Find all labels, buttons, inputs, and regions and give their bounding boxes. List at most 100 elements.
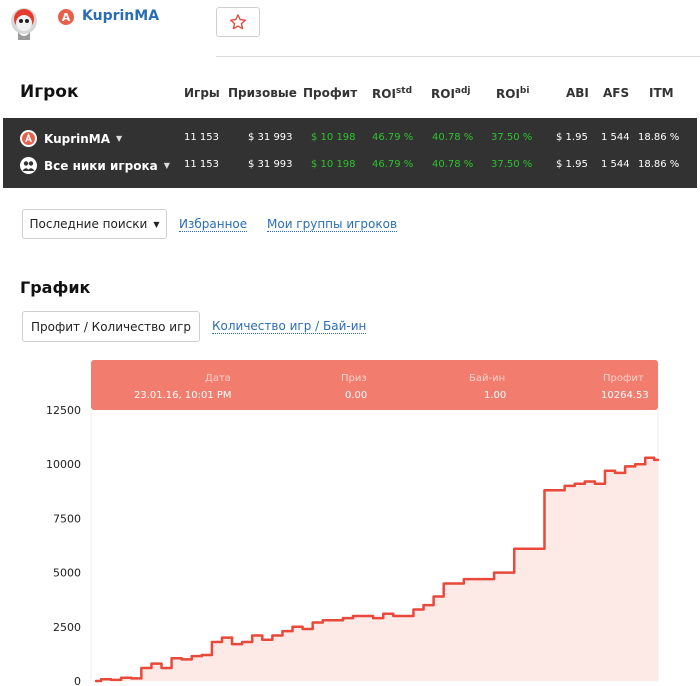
all-nicks-row-selector[interactable]: Все ники игрока ▼ [20, 157, 170, 174]
cell-itm: 18.86 % [638, 159, 680, 170]
data-point[interactable] [225, 636, 229, 639]
tooltip-buyin-label: Бай-ин [469, 373, 506, 384]
data-point[interactable] [417, 608, 420, 611]
data-point[interactable] [336, 619, 340, 622]
cell-games: 11 153 [184, 159, 219, 170]
data-point[interactable] [497, 571, 501, 574]
column-header-itm[interactable]: ITM [649, 86, 674, 100]
data-point[interactable] [245, 640, 249, 644]
data-point[interactable] [467, 577, 471, 581]
data-point[interactable] [558, 489, 561, 492]
column-header-roi-std[interactable]: ROIstd [372, 86, 413, 101]
data-point[interactable] [407, 614, 410, 618]
tooltip-date-label: Дата [205, 373, 231, 384]
data-point[interactable] [235, 642, 239, 646]
column-header-profit[interactable]: Профит [303, 86, 358, 100]
data-point[interactable] [286, 629, 289, 633]
recent-searches-dropdown[interactable]: Последние поиски ▼ [22, 209, 167, 239]
player-avatar-icon: A [58, 9, 74, 25]
data-point[interactable] [256, 634, 259, 637]
star-outline-icon [229, 14, 247, 30]
data-point[interactable] [387, 612, 390, 615]
column-header-afs[interactable]: AFS [603, 86, 630, 100]
cell-roi-std: 46.79 % [372, 159, 414, 170]
column-header-roi-bi[interactable]: ROIbi [496, 86, 530, 101]
data-point[interactable] [346, 616, 350, 620]
column-header-roi-adj[interactable]: ROIadj [431, 86, 471, 101]
player-row-selector[interactable]: KuprinMA ▼ [20, 130, 122, 147]
favorites-link[interactable]: Избранное [179, 217, 248, 232]
data-point[interactable] [266, 638, 269, 642]
data-point[interactable] [175, 657, 178, 660]
data-point[interactable] [538, 547, 541, 550]
tooltip-profit-value: 10264.53 [601, 390, 649, 401]
tooltip-buyin-value: 1.00 [484, 390, 507, 401]
my-groups-link[interactable]: Мои группы игроков [267, 217, 398, 232]
data-point[interactable] [528, 547, 531, 550]
favorite-button[interactable] [216, 7, 260, 37]
data-point[interactable] [185, 658, 188, 661]
data-point[interactable] [215, 640, 219, 644]
data-point[interactable] [397, 614, 400, 618]
data-point[interactable] [94, 679, 98, 683]
data-point[interactable] [628, 465, 632, 468]
caret-down-icon: ▼ [116, 134, 123, 143]
player-name-link[interactable]: KuprinMA [82, 8, 160, 24]
cell-roi-bi: 37.50 % [491, 159, 533, 170]
graph-title: График [20, 278, 91, 297]
cell-roi-adj: 40.78 % [432, 132, 474, 143]
data-point[interactable] [598, 482, 602, 485]
data-point[interactable] [447, 582, 450, 585]
cell-abi: $ 1.95 [556, 132, 588, 143]
data-point[interactable] [437, 595, 440, 598]
data-point[interactable] [548, 489, 551, 492]
data-point[interactable] [145, 666, 148, 670]
y-tick-label: 5000 [53, 567, 81, 580]
caret-down-icon: ▼ [153, 219, 160, 229]
tooltip-prize-label: Приз [341, 373, 367, 384]
data-point[interactable] [114, 678, 118, 682]
data-point[interactable] [578, 482, 581, 485]
data-point[interactable] [276, 634, 279, 637]
data-point[interactable] [477, 577, 481, 581]
data-point[interactable] [366, 614, 370, 618]
data-point[interactable] [656, 458, 660, 462]
column-header-prizes[interactable]: Призовые [228, 86, 297, 100]
data-point[interactable] [568, 484, 571, 488]
column-header-games[interactable]: Игры [184, 86, 220, 100]
tab-profit-games[interactable]: Профит / Количество игр [22, 311, 200, 342]
site-logo[interactable] [6, 4, 42, 44]
data-point[interactable] [487, 577, 491, 581]
data-point[interactable] [457, 582, 461, 585]
data-point[interactable] [588, 480, 592, 483]
data-point[interactable] [518, 547, 521, 550]
data-point[interactable] [427, 603, 430, 607]
data-point[interactable] [326, 619, 329, 622]
data-point[interactable] [376, 616, 380, 620]
data-point[interactable] [165, 666, 168, 670]
divider [216, 56, 700, 57]
tab-games-buyin[interactable]: Количество игр / Бай-ин [212, 319, 367, 334]
data-point[interactable] [155, 662, 158, 665]
data-point[interactable] [649, 456, 652, 459]
cell-profit: $ 10 198 [311, 132, 356, 143]
data-point[interactable] [205, 653, 209, 657]
data-point[interactable] [608, 469, 612, 472]
row-label: KuprinMA [44, 131, 111, 146]
data-point[interactable] [639, 463, 642, 466]
data-point[interactable] [316, 621, 319, 624]
column-header-abi[interactable]: ABI [566, 86, 589, 100]
data-point[interactable] [306, 627, 309, 631]
player-a-icon [20, 130, 37, 147]
data-point[interactable] [296, 625, 299, 628]
data-point[interactable] [104, 678, 108, 681]
y-tick-label: 10000 [46, 458, 81, 471]
data-point[interactable] [507, 571, 511, 574]
row-label: Все ники игрока [44, 158, 158, 173]
data-point[interactable] [125, 676, 128, 679]
data-point[interactable] [356, 614, 360, 618]
data-point[interactable] [135, 677, 138, 680]
data-point[interactable] [195, 654, 198, 658]
data-point[interactable] [618, 471, 622, 475]
